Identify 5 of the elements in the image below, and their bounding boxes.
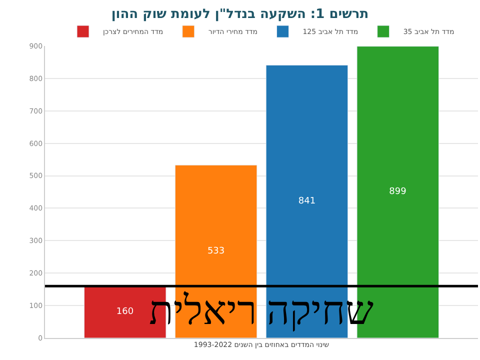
data-label: 160: [116, 307, 134, 318]
data-label: 841: [298, 196, 316, 207]
data-label: 533: [207, 246, 225, 257]
data-label: 899: [389, 187, 407, 198]
chart-title: תרשים 1: השקעה בנדל"ן לעומת שוק ההון: [111, 7, 369, 22]
